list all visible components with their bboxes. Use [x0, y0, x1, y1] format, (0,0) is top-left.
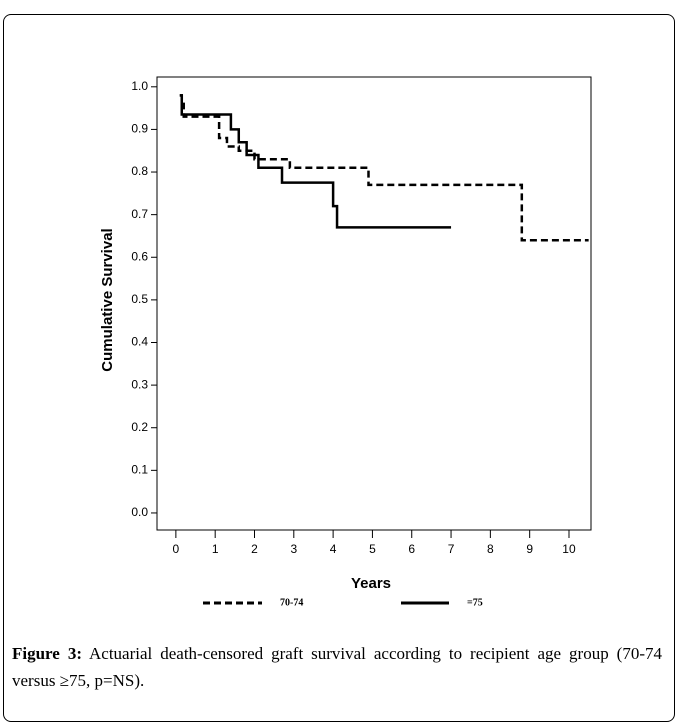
y-tick-label: 0.6: [131, 249, 148, 263]
x-tick-label: 9: [526, 542, 533, 556]
survival-line: [179, 94, 589, 242]
x-tick-label: 8: [487, 542, 494, 556]
x-axis-label: Years: [351, 575, 391, 592]
x-tick-label: 6: [408, 542, 415, 556]
legend-label: 70-74: [280, 597, 303, 608]
x-tick-label: 10: [562, 542, 576, 556]
y-tick-label: 0.0: [131, 505, 148, 519]
y-tick-label: 1.0: [131, 79, 148, 93]
caption-label: Figure 3:: [12, 644, 82, 663]
x-tick-label: 1: [212, 542, 219, 556]
y-tick-label: 0.9: [131, 122, 148, 136]
caption-text: Actuarial death-censored graft survival …: [12, 644, 662, 690]
chart: Years Cumulative Survival 0.0 0.1 0.2 0.3 0.…: [99, 76, 592, 608]
y-tick-label: 0.2: [131, 420, 148, 434]
figure-frame: [3, 14, 675, 722]
y-tick-label: 0.3: [131, 377, 148, 391]
caption: Figure 3: Actuarial death-censored graft…: [12, 640, 662, 694]
legend-label: =75: [467, 597, 483, 608]
y-tick-label: 0.7: [131, 207, 148, 221]
x-tick-label: 0: [173, 542, 180, 556]
y-tick-label: 0.8: [131, 164, 148, 178]
x-tick-label: 3: [290, 542, 297, 556]
x-tick-label: 7: [448, 542, 455, 556]
x-tick-label: 5: [369, 542, 376, 556]
y-tick-label: 0.1: [131, 463, 148, 477]
y-tick-label: 0.4: [131, 335, 148, 349]
y-axis-label: Cumulative Survival: [99, 228, 116, 371]
y-tick-label: 0.5: [131, 292, 148, 306]
plot-border: [156, 76, 592, 531]
x-tick-label: 4: [330, 542, 337, 556]
x-tick-label: 2: [251, 542, 258, 556]
survival-line: [179, 94, 452, 229]
